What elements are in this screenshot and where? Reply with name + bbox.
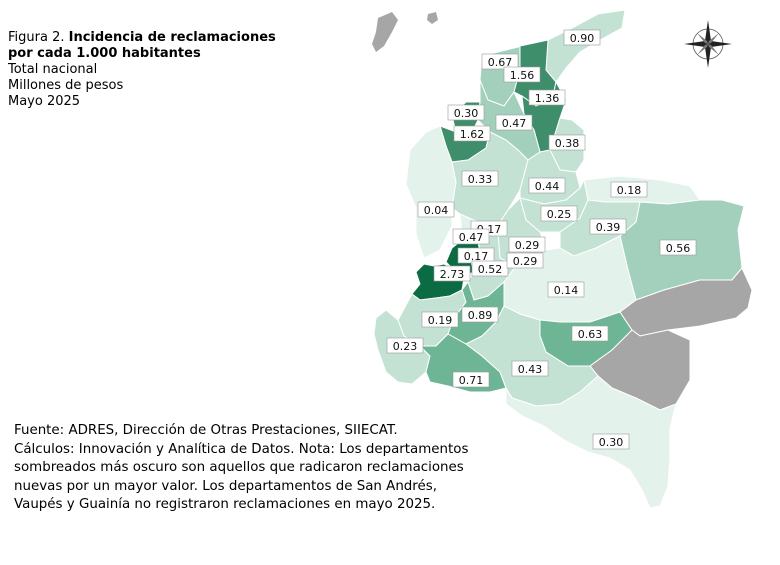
value-text-casanare: 0.39 — [596, 221, 621, 234]
value-label-vichada: 0.56 — [659, 239, 697, 256]
value-text-amazonas: 0.30 — [599, 436, 624, 449]
value-label-casanare: 0.39 — [589, 218, 627, 235]
value-label-amazonas: 0.30 — [592, 433, 630, 450]
value-label-huila: 0.89 — [461, 306, 499, 323]
value-text-atlantico: 1.56 — [510, 69, 535, 82]
value-label-sucre: 0.30 — [447, 104, 485, 121]
value-text-antioquia: 0.33 — [468, 173, 493, 186]
value-text-arauca: 0.18 — [617, 184, 642, 197]
value-label-caqueta: 0.43 — [511, 360, 549, 377]
value-text-cauca: 0.19 — [428, 314, 453, 327]
title-bold-line2: por cada 1.000 habitantes — [8, 46, 201, 61]
value-text-quindio: 0.17 — [464, 250, 489, 263]
value-text-choco: 0.04 — [424, 204, 449, 217]
value-label-boyaca: 0.25 — [540, 205, 578, 222]
value-label-antioquia: 0.33 — [461, 170, 499, 187]
value-text-boyaca: 0.25 — [547, 208, 572, 221]
title-subtitle-date: Mayo 2025 — [8, 94, 81, 109]
value-text-vichada: 0.56 — [666, 242, 691, 255]
value-text-cesar: 1.36 — [535, 92, 560, 105]
source-text: Fuente: ADRES, Dirección de Otras Presta… — [14, 423, 398, 438]
value-text-norte-santander: 0.38 — [555, 137, 580, 150]
value-text-huila: 0.89 — [468, 309, 493, 322]
title-subtitle-scope: Total nacional — [8, 62, 98, 77]
value-label-meta: 0.14 — [547, 281, 585, 298]
value-text-putumayo: 0.71 — [459, 374, 484, 387]
value-label-arauca: 0.18 — [610, 181, 648, 198]
figure-title: Figura 2. Incidencia de reclamaciones po… — [8, 30, 276, 110]
value-label-atlantico: 1.56 — [503, 66, 541, 83]
value-label-choco: 0.04 — [417, 201, 455, 218]
providencia-island — [427, 12, 438, 24]
value-text-meta: 0.14 — [554, 284, 579, 297]
value-text-santander: 0.44 — [535, 180, 560, 193]
compass-rose-icon — [684, 20, 732, 68]
value-label-valle: 2.73 — [433, 265, 471, 282]
value-text-magdalena: 0.67 — [488, 56, 513, 69]
value-text-guaviare: 0.63 — [578, 328, 603, 341]
region-amazonas — [505, 375, 677, 509]
value-text-sucre: 0.30 — [454, 107, 479, 120]
value-label-putumayo: 0.71 — [452, 371, 490, 388]
value-label-magdalena: 0.67 — [481, 53, 519, 70]
san-andres-island — [372, 12, 398, 52]
value-label-quindio: 0.17 — [457, 247, 495, 264]
region-guajira — [545, 9, 626, 83]
value-label-cesar: 1.36 — [528, 89, 566, 106]
value-text-cordoba: 1.62 — [460, 128, 485, 141]
title-subtitle-unit: Millones de pesos — [8, 78, 124, 93]
calculation-note: Cálculos: Innovación y Analítica de Dato… — [14, 441, 469, 513]
value-label-tolima: 0.52 — [471, 260, 509, 277]
value-text-narino: 0.23 — [393, 340, 418, 353]
figure-number: Figura 2. — [8, 30, 65, 45]
value-label-bogota: 0.29 — [506, 252, 544, 269]
value-label-bolivar: 0.47 — [495, 114, 533, 131]
source-notes: Fuente: ADRES, Dirección de Otras Presta… — [14, 422, 469, 515]
value-label-narino: 0.23 — [386, 337, 424, 354]
value-text-risaralda: 0.47 — [459, 231, 484, 244]
value-text-bolivar: 0.47 — [502, 117, 527, 130]
value-label-norte-santander: 0.38 — [548, 134, 586, 151]
value-text-guajira: 0.90 — [570, 32, 595, 45]
value-label-cauca: 0.19 — [421, 311, 459, 328]
value-text-cundinamarca: 0.29 — [515, 239, 540, 252]
value-text-caqueta: 0.43 — [518, 363, 543, 376]
value-label-risaralda: 0.47 — [452, 228, 490, 245]
value-label-cordoba: 1.62 — [453, 125, 491, 142]
title-bold-line1: Incidencia de reclamaciones — [68, 30, 276, 45]
value-label-cundinamarca: 0.29 — [508, 236, 546, 253]
value-text-bogota: 0.29 — [513, 255, 538, 268]
value-label-guaviare: 0.63 — [571, 325, 609, 342]
value-label-guajira: 0.90 — [563, 29, 601, 46]
value-text-tolima: 0.52 — [478, 263, 503, 276]
value-label-santander: 0.44 — [528, 177, 566, 194]
value-text-valle: 2.73 — [440, 268, 465, 281]
